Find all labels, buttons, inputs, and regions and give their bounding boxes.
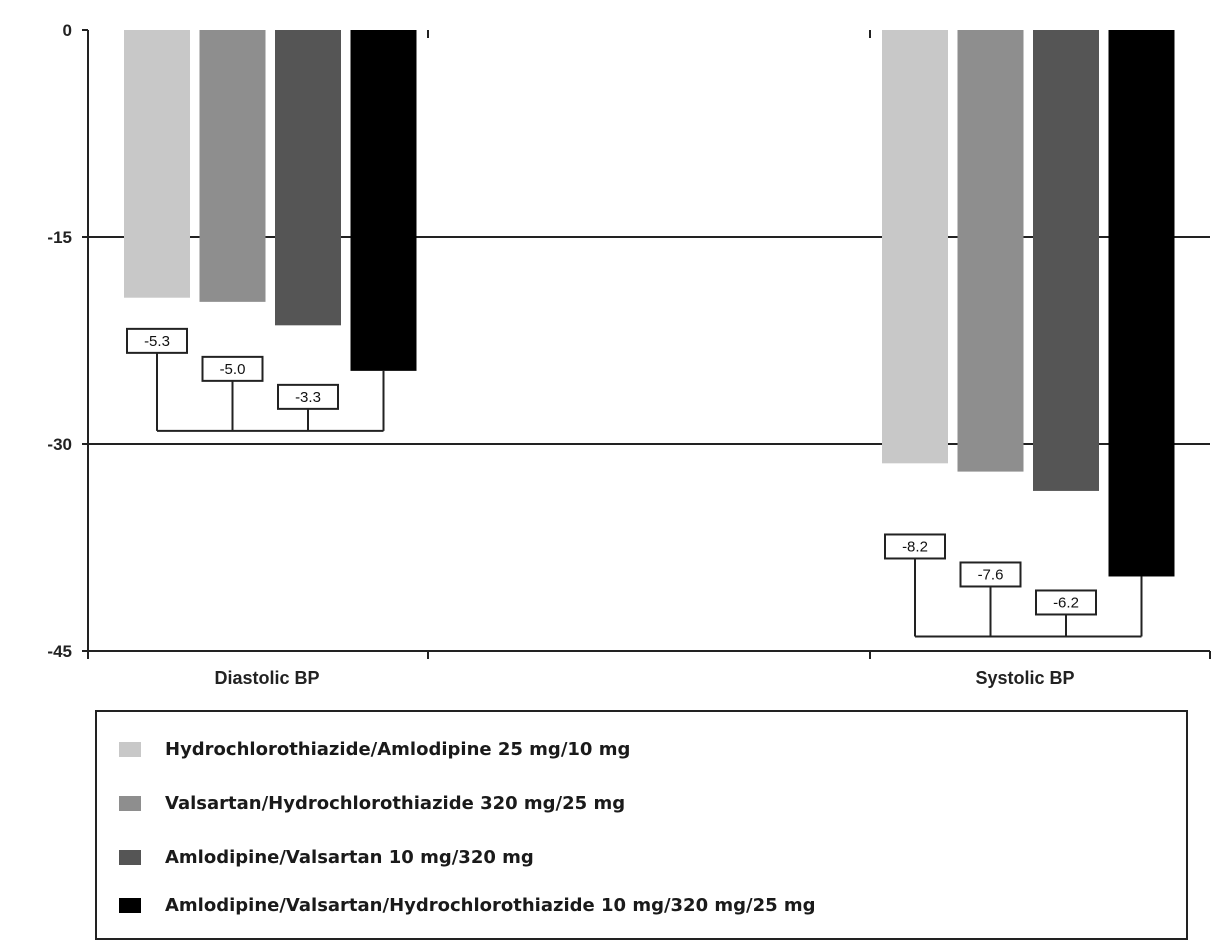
bar-diastolic-series-1	[124, 30, 190, 298]
legend-label: Hydrochlorothiazide/Amlodipine 25 mg/10 …	[165, 738, 631, 760]
y-tick-labels: 0 -15 -30 -45	[47, 21, 1211, 661]
difference-box	[126, 327, 188, 354]
bar-systolic-series-2	[957, 30, 1024, 472]
bar-systolic-series-1	[882, 30, 948, 464]
bar-systolic-series-3	[1033, 30, 1099, 491]
y-tick-label: -15	[47, 228, 72, 247]
difference-label: -5.3	[144, 333, 170, 350]
bar-chart: 0 -15 -30 -45 Diastolic BP Systolic BP -5.3…	[47, 21, 1211, 688]
category-label-systolic: Systolic BP	[975, 668, 1074, 688]
bar-systolic-series-4	[1108, 30, 1175, 577]
legend-item-valsartan-hctz: Valsartan/Hydrochlorothiazide 320 mg/25 …	[119, 790, 625, 816]
difference-label: -3.3	[295, 389, 321, 406]
difference-box	[1035, 589, 1097, 616]
difference-brackets: -5.3 -5.0 -3.3 -8.2 -7.6 -6.2	[126, 327, 1143, 638]
bar-diastolic-series-4	[350, 30, 417, 371]
bar-diastolic-series-2	[199, 30, 266, 302]
legend-swatch	[119, 795, 141, 811]
bars	[124, 30, 1175, 577]
difference-box	[959, 561, 1022, 588]
legend-item-amlodipine-valsartan: Amlodipine/Valsartan 10 mg/320 mg	[119, 844, 534, 870]
legend: Hydrochlorothiazide/Amlodipine 25 mg/10 …	[95, 710, 1188, 940]
bar-diastolic-series-3	[275, 30, 341, 326]
axes	[87, 30, 1210, 652]
legend-item-hctz-amlodipine: Hydrochlorothiazide/Amlodipine 25 mg/10 …	[119, 736, 630, 762]
difference-label: -7.6	[978, 566, 1004, 583]
legend-label: Amlodipine/Valsartan/Hydrochlorothiazide…	[165, 894, 816, 916]
difference-label: -8.2	[902, 538, 928, 555]
category-label-diastolic: Diastolic BP	[214, 668, 319, 688]
legend-swatch	[119, 897, 141, 913]
legend-swatch	[119, 849, 141, 865]
y-tick-label: 0	[63, 21, 72, 40]
legend-label: Valsartan/Hydrochlorothiazide 320 mg/25 …	[165, 792, 626, 814]
difference-label: -6.2	[1053, 594, 1079, 611]
y-tick-label: -30	[47, 435, 72, 454]
difference-box	[884, 533, 946, 560]
legend-label: Amlodipine/Valsartan 10 mg/320 mg	[165, 846, 534, 868]
legend-item-triple-combination: Amlodipine/Valsartan/Hydrochlorothiazide…	[119, 892, 816, 918]
difference-label: -5.0	[220, 361, 246, 378]
category-labels: Diastolic BP Systolic BP	[214, 668, 1074, 688]
y-tick-label: -45	[47, 642, 72, 661]
difference-box	[201, 355, 264, 382]
legend-swatch	[119, 741, 141, 757]
difference-box	[277, 383, 339, 410]
